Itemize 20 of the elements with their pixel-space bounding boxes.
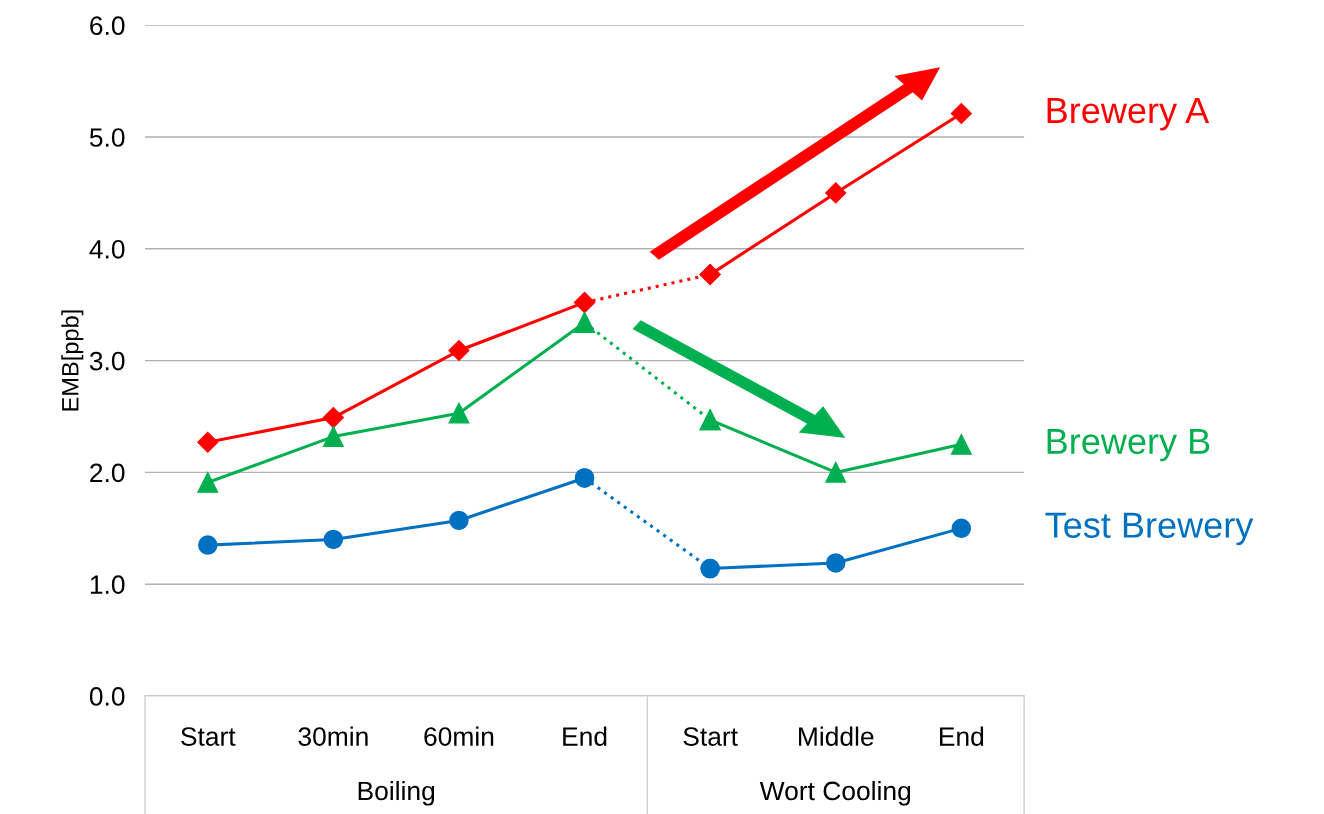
text: Boiling	[358, 780, 435, 806]
text: Wort Cooling	[759, 780, 911, 806]
y-tick-label: 0.0	[89, 687, 125, 706]
y-tick-label: 4.0	[89, 239, 125, 259]
y-tick-label: 6.0	[90, 16, 125, 36]
x-tick-label: Start	[181, 727, 236, 746]
text: Brewery B	[1047, 428, 1210, 462]
x-tick-label: 60min	[424, 726, 494, 746]
x-tick-label: 30min	[298, 726, 368, 746]
x-tick-label: End	[563, 726, 607, 746]
x-tick-label: Start	[683, 727, 738, 746]
y-tick-label: 3.0	[89, 351, 125, 371]
y-tick-label: 2.0	[90, 463, 125, 483]
y-tick-label: 5.0	[89, 128, 125, 147]
x-tick-label: End	[940, 726, 984, 746]
text: Test Brewery	[1045, 512, 1254, 546]
y-axis-title: EMB[ppb]	[61, 310, 84, 411]
y-tick-label: 1.0	[90, 575, 125, 594]
text: Brewery A	[1047, 98, 1210, 131]
x-tick-label: Middle	[799, 726, 874, 746]
